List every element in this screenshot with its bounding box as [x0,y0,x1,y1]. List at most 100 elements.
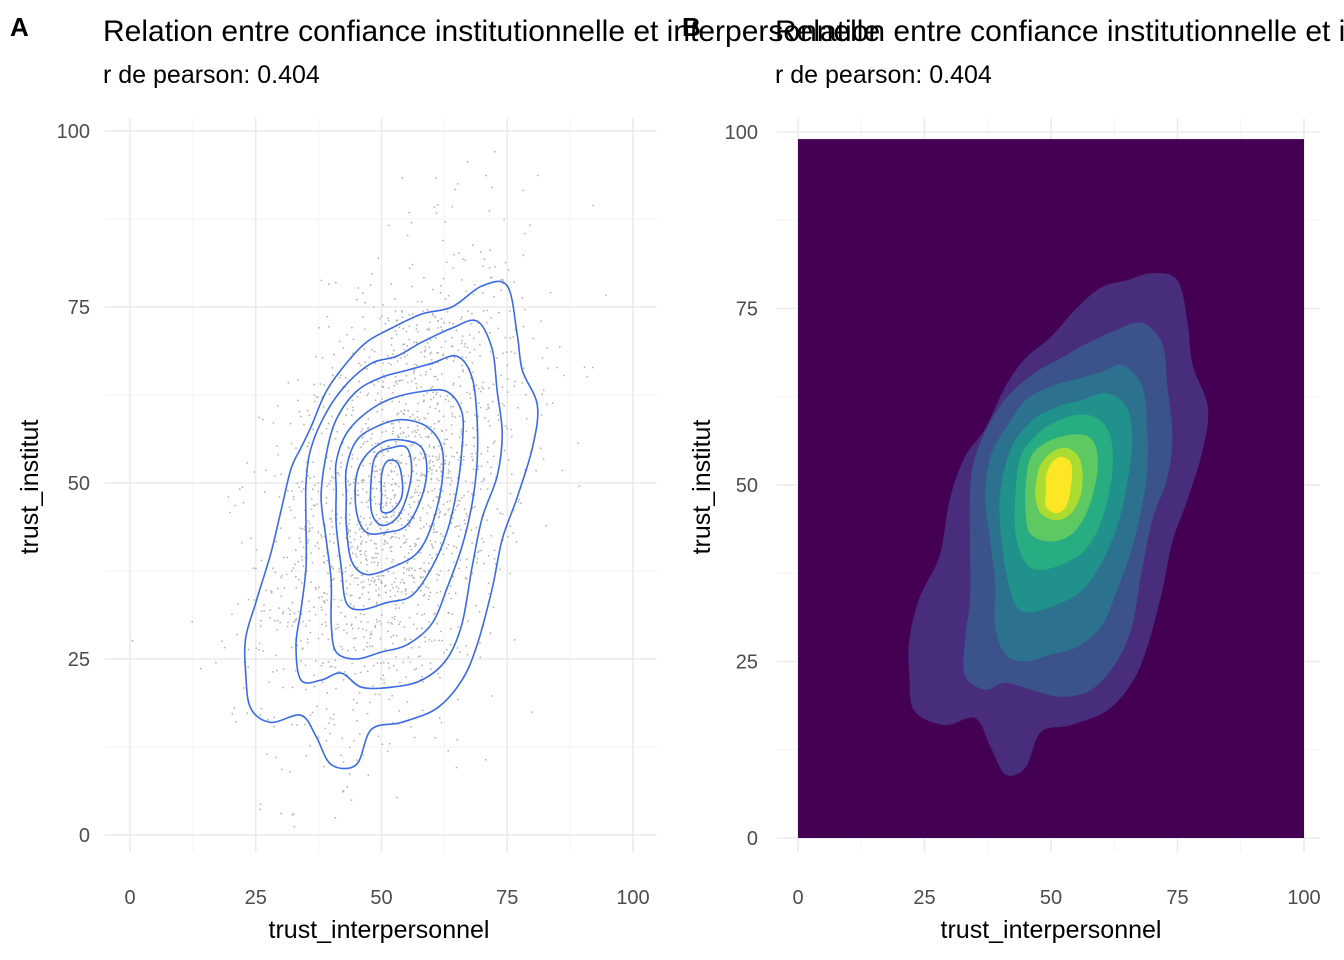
scatter-point [398,710,401,712]
scatter-point [471,312,473,315]
scatter-point [338,522,341,525]
scatter-point [400,410,403,413]
scatter-point [497,419,500,421]
scatter-point [289,613,291,616]
scatter-point [408,503,411,506]
scatter-point [461,335,464,337]
scatter-point [447,569,450,572]
scatter-point [447,472,450,475]
scatter-point [480,406,482,409]
scatter-point [472,427,474,430]
scatter-point [443,322,445,324]
scatter-point [423,276,425,279]
scatter-point [404,556,406,558]
scatter-point [433,422,436,425]
scatter-point [460,430,463,433]
panel-a-y-tick-label: 50 [68,473,90,495]
scatter-point [416,330,419,333]
scatter-point [363,665,366,668]
scatter-point [435,469,438,472]
scatter-point [400,591,403,593]
scatter-point [514,380,516,383]
scatter-point [447,750,450,752]
scatter-point [321,595,323,598]
scatter-point [471,452,473,455]
scatter-point [306,409,309,412]
scatter-point [399,427,402,429]
scatter-point [404,355,406,358]
scatter-point [489,424,491,427]
scatter-point [484,758,487,761]
scatter-point [409,496,412,499]
scatter-point [541,393,543,396]
scatter-point [373,476,376,479]
scatter-point [313,674,315,677]
scatter-point [375,603,378,605]
scatter-point [462,258,464,261]
scatter-point [390,545,393,548]
scatter-point [392,558,395,561]
scatter-point [352,698,355,701]
scatter-point [398,401,401,403]
scatter-point [336,623,339,626]
scatter-point [291,601,294,604]
scatter-point [445,429,448,431]
scatter-point [427,586,430,589]
scatter-point [422,310,424,312]
scatter-point [347,389,350,392]
scatter-point [426,341,429,344]
scatter-point [387,387,390,389]
scatter-point [430,359,433,361]
scatter-point [483,562,485,565]
scatter-point [292,813,295,815]
scatter-point [377,442,379,445]
panel-b-y-tick-label: 75 [736,299,758,321]
scatter-point [460,318,462,321]
scatter-point [451,479,453,482]
scatter-point [439,542,442,544]
panel-b-tag: B [682,12,701,42]
scatter-point [296,644,299,647]
scatter-point [439,533,442,535]
scatter-point [491,695,493,697]
scatter-point [426,392,428,394]
scatter-point [420,436,423,439]
scatter-point [374,399,377,402]
scatter-point [497,327,500,330]
scatter-point [479,656,482,659]
scatter-point [323,384,325,386]
scatter-point [583,366,586,369]
scatter-point [325,625,328,627]
scatter-point [453,357,456,359]
scatter-point [366,394,369,397]
scatter-point [419,589,422,592]
scatter-point [447,469,450,471]
panel-a-x-tick-label: 50 [370,887,392,909]
scatter-point [323,562,326,564]
scatter-point [340,754,343,757]
scatter-point [342,761,345,763]
scatter-point [407,426,409,429]
scatter-point [306,445,309,448]
scatter-point [463,519,466,521]
scatter-point [351,399,354,402]
scatter-point [351,627,354,630]
scatter-point [308,610,311,613]
scatter-point [403,509,406,511]
scatter-point [473,414,476,416]
scatter-point [348,541,350,543]
scatter-point [294,619,297,622]
scatter-point [447,400,450,402]
scatter-point [438,512,441,514]
scatter-point [356,702,358,705]
scatter-point [272,567,274,570]
scatter-point [392,353,394,356]
scatter-point [429,406,431,408]
scatter-point [246,462,249,464]
scatter-point [353,478,356,481]
scatter-point [507,536,509,538]
scatter-point [438,453,441,456]
scatter-point [420,351,422,354]
scatter-point [406,234,409,237]
scatter-point [450,477,452,480]
